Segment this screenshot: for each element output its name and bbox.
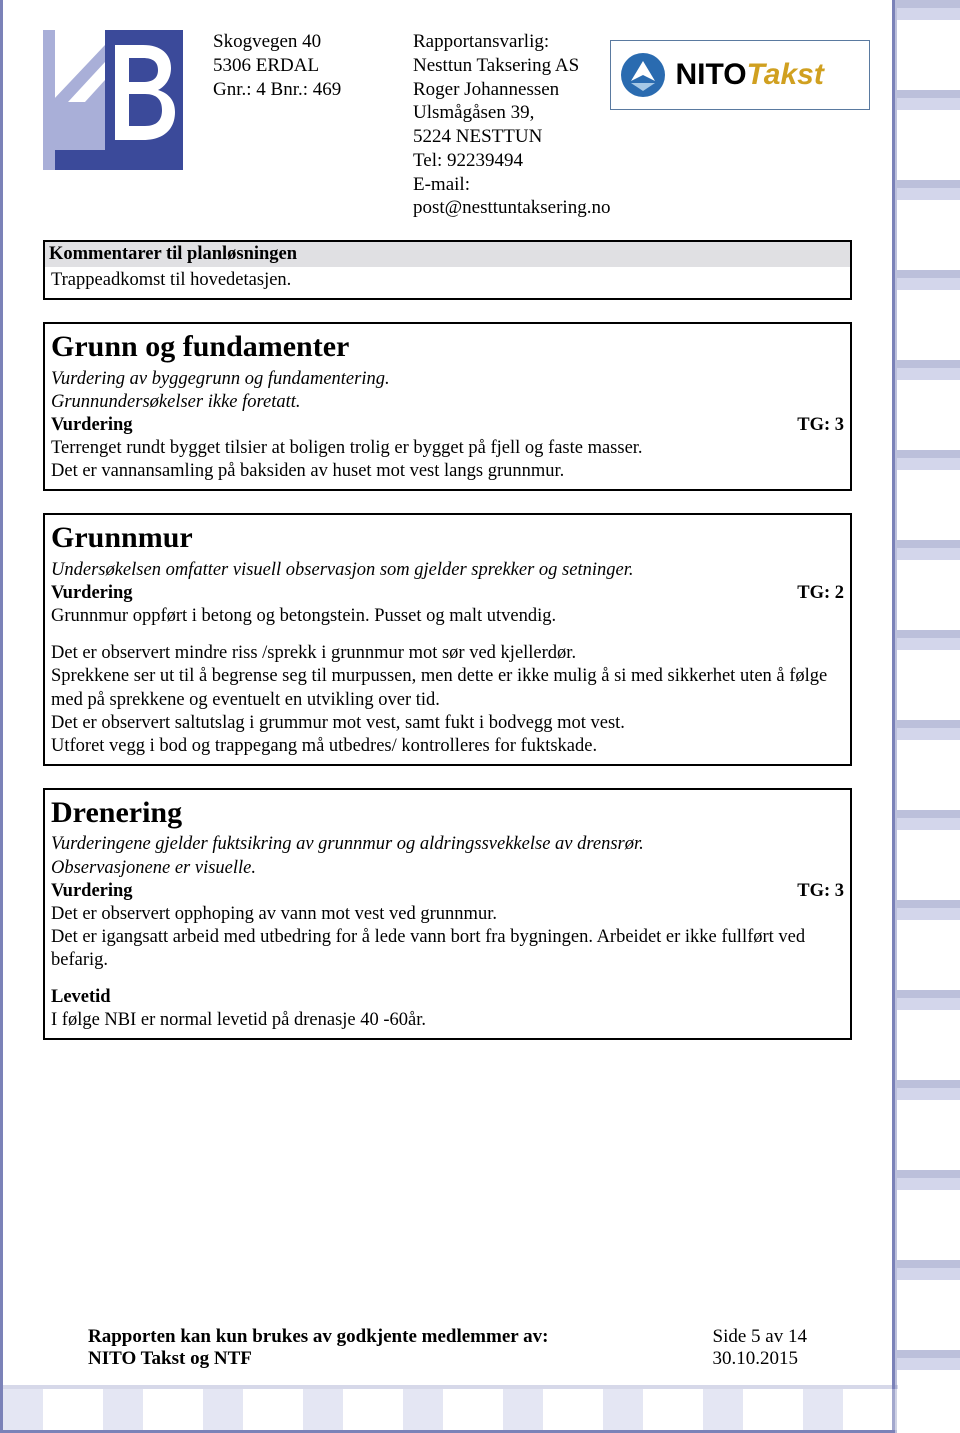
- grunn-body2: Det er vannansamling på baksiden av huse…: [51, 460, 844, 483]
- vurdering-label: Vurdering: [51, 880, 133, 903]
- drenering-body1: Det er observert opphoping av vann mot v…: [51, 903, 844, 926]
- footer-left2: NITO Takst og NTF: [88, 1348, 548, 1370]
- grunnmur-body1: Grunnmur oppført i betong og betongstein…: [51, 605, 844, 628]
- grunnmur-body2b: Sprekkene ser ut til å begrense seg til …: [51, 665, 844, 711]
- address-line: Skogvegen 40: [213, 30, 413, 54]
- section-title-drenering: Drenering: [51, 794, 844, 832]
- responsible-company: Nesttun Taksering AS: [413, 54, 610, 78]
- footer-page-number: Side 5 av 14: [713, 1326, 807, 1348]
- responsible-tel: Tel: 92239494: [413, 149, 610, 173]
- grunn-desc2: Grunnundersøkelser ikke foretatt.: [51, 391, 844, 414]
- page-border-right-decoration: [895, 0, 960, 1433]
- nito-takst-badge: NITOTakst: [610, 40, 870, 110]
- address-line: 5306 ERDAL: [213, 54, 413, 78]
- footer-date: 30.10.2015: [713, 1348, 807, 1370]
- levetid-body: I følge NBI er normal levetid på drenasj…: [51, 1009, 844, 1032]
- report-responsible: Rapportansvarlig: Nesttun Taksering AS R…: [413, 30, 610, 220]
- tg-grade: TG: 3: [797, 414, 844, 437]
- tg-grade: TG: 3: [797, 880, 844, 903]
- nito-text: NITOTakst: [675, 58, 823, 92]
- grunnmur-body2c: Det er observert saltutslag i grummur mo…: [51, 712, 844, 735]
- responsible-email: E-mail: post@nesttuntaksering.no: [413, 173, 610, 221]
- page-content: Skogvegen 40 5306 ERDAL Gnr.: 4 Bnr.: 46…: [0, 0, 895, 1433]
- grunnmur-body2a: Det er observert mindre riss /sprekk i g…: [51, 642, 844, 665]
- responsible-label: Rapportansvarlig:: [413, 30, 610, 54]
- section-drenering: Drenering Vurderingene gjelder fuktsikri…: [43, 788, 852, 1041]
- footer-right: Side 5 av 14 30.10.2015: [713, 1326, 807, 1370]
- vurdering-label: Vurdering: [51, 582, 133, 605]
- page-footer: Rapporten kan kun brukes av godkjente me…: [43, 1326, 852, 1370]
- levetid-label: Levetid: [51, 986, 844, 1009]
- drenering-desc2: Observasjonene er visuelle.: [51, 857, 844, 880]
- document-header: Skogvegen 40 5306 ERDAL Gnr.: 4 Bnr.: 46…: [43, 30, 852, 220]
- drenering-body2: Det er igangsatt arbeid med utbedring fo…: [51, 926, 844, 972]
- section-kommentarer: Kommentarer til planløsningen Trappeadko…: [43, 240, 852, 300]
- grunn-body1: Terrenget rundt bygget tilsier at bolige…: [51, 437, 844, 460]
- responsible-person: Roger Johannessen: [413, 78, 610, 102]
- section-title-grunnmur: Grunnmur: [51, 519, 844, 557]
- address-line: Gnr.: 4 Bnr.: 469: [213, 78, 413, 102]
- section-title-kommentarer: Kommentarer til planløsningen: [45, 242, 850, 267]
- company-logo: [43, 30, 183, 170]
- kommentarer-body: Trappeadkomst til hovedetasjen.: [51, 269, 844, 292]
- grunnmur-desc: Undersøkelsen omfatter visuell observasj…: [51, 559, 844, 582]
- responsible-street: Ulsmågåsen 39,: [413, 101, 610, 125]
- tg-grade: TG: 2: [797, 582, 844, 605]
- section-title-grunn-fundamenter: Grunn og fundamenter: [51, 328, 844, 366]
- spacer: [51, 628, 844, 642]
- footer-left: Rapporten kan kun brukes av godkjente me…: [88, 1326, 548, 1370]
- vurdering-label: Vurdering: [51, 414, 133, 437]
- nito-part1: NITO: [675, 58, 746, 91]
- grunnmur-body2d: Utforet vegg i bod og trappegang må utbe…: [51, 735, 844, 758]
- nito-icon: [621, 53, 665, 97]
- responsible-city: 5224 NESTTUN: [413, 125, 610, 149]
- nito-part2: Takst: [747, 58, 824, 91]
- grunn-desc1: Vurdering av byggegrunn og fundamenterin…: [51, 368, 844, 391]
- page-border-bottom-decoration: [3, 1385, 898, 1430]
- footer-left1: Rapporten kan kun brukes av godkjente me…: [88, 1326, 548, 1348]
- property-address: Skogvegen 40 5306 ERDAL Gnr.: 4 Bnr.: 46…: [213, 30, 413, 101]
- drenering-desc1: Vurderingene gjelder fuktsikring av grun…: [51, 833, 844, 856]
- spacer: [51, 972, 844, 986]
- section-grunnmur: Grunnmur Undersøkelsen omfatter visuell …: [43, 513, 852, 766]
- section-grunn-fundamenter: Grunn og fundamenter Vurdering av byggeg…: [43, 322, 852, 491]
